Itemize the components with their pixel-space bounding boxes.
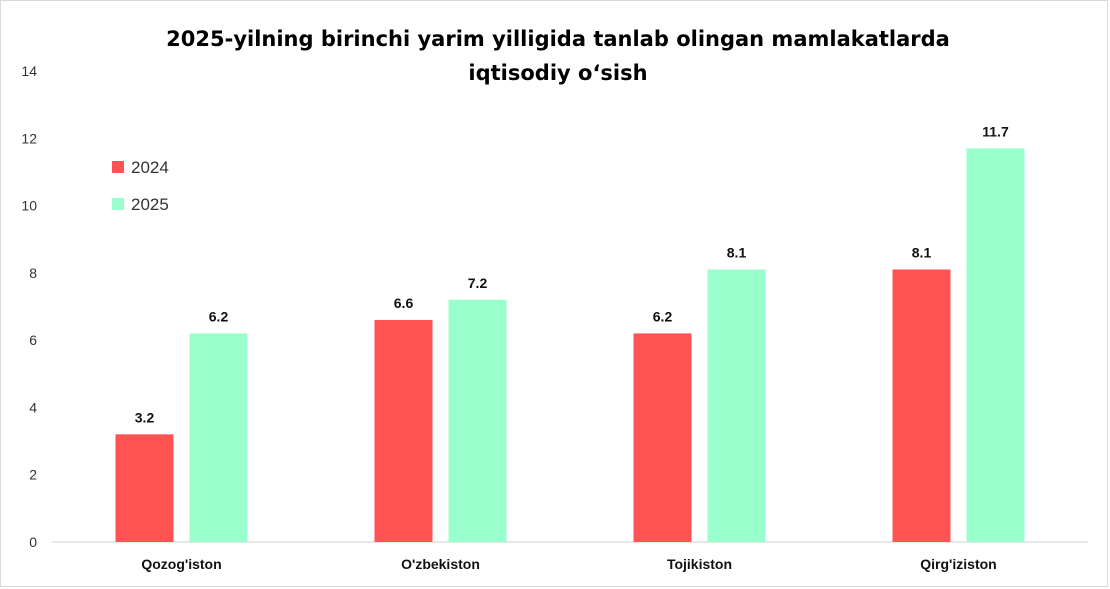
bar-2025-2 — [707, 269, 766, 542]
y-axis-ticks: 0 2 4 6 8 10 12 14 — [21, 63, 37, 550]
y-tick-label: 0 — [29, 534, 37, 550]
bar-2025-3 — [966, 148, 1025, 542]
legend-label-2025: 2025 — [131, 195, 169, 214]
bars — [115, 148, 1025, 542]
chart-title-line-1: 2025-yilning birinchi yarim yilligida ta… — [166, 27, 950, 51]
data-label: 8.1 — [727, 244, 747, 260]
bar-2024-2 — [633, 333, 692, 542]
data-label: 6.2 — [209, 308, 229, 324]
bar-2024-0 — [115, 434, 174, 542]
bar-2024-3 — [892, 269, 951, 542]
data-label: 7.2 — [468, 275, 488, 291]
bar-2025-1 — [448, 299, 507, 542]
data-label: 3.2 — [135, 409, 155, 425]
data-label: 6.6 — [394, 295, 414, 311]
y-tick-label: 14 — [21, 63, 37, 79]
data-label: 8.1 — [912, 244, 932, 260]
y-tick-label: 2 — [29, 467, 37, 483]
data-labels: 3.2 6.2 6.6 7.2 6.2 8.1 8.1 11.7 — [135, 123, 1009, 425]
y-tick-label: 8 — [29, 265, 37, 281]
y-tick-label: 6 — [29, 332, 37, 348]
legend-swatch-2025 — [112, 198, 124, 210]
y-tick-label: 4 — [29, 399, 37, 415]
bar-2024-1 — [374, 319, 433, 542]
y-tick-label: 10 — [21, 198, 37, 214]
data-label: 6.2 — [653, 308, 673, 324]
bar-2025-0 — [189, 333, 248, 542]
category-label: O'zbekiston — [401, 556, 480, 572]
category-label: Qirg'iziston — [920, 556, 996, 572]
chart-title-line-2: iqtisodiy o‘sish — [468, 61, 647, 85]
legend: 2024 2025 — [112, 158, 169, 214]
category-labels: Qozog'iston O'zbekiston Tojikiston Qirg'izi… — [141, 556, 996, 572]
legend-label-2024: 2024 — [131, 158, 169, 177]
data-label: 11.7 — [982, 123, 1009, 139]
category-label: Tojikiston — [667, 556, 732, 572]
legend-swatch-2024 — [112, 161, 124, 173]
category-label: Qozog'iston — [141, 556, 221, 572]
y-tick-label: 12 — [21, 130, 37, 146]
